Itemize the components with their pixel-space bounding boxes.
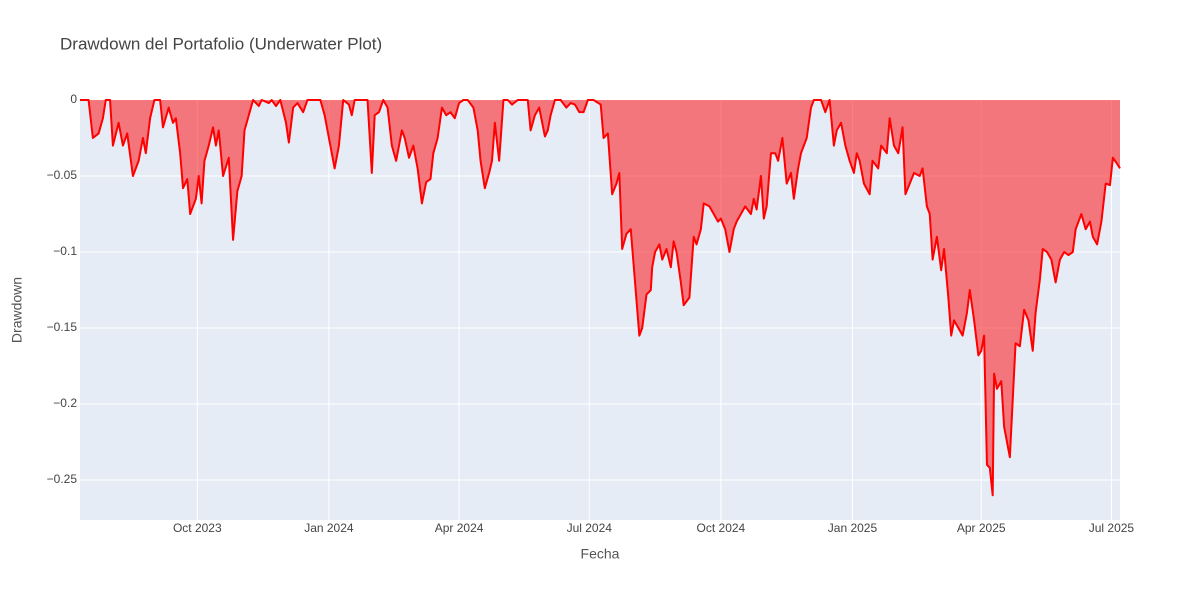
y-tick-label: −0.25 [47,472,78,486]
y-axis-title: Drawdown [9,277,25,343]
area-fill [80,100,1120,496]
y-tick-label: −0.2 [53,396,77,410]
x-tick-label: Apr 2024 [435,521,484,535]
x-tick-label: Jul 2025 [1089,521,1135,535]
x-tick-label: Jul 2024 [567,521,613,535]
x-tick-label: Oct 2024 [697,521,746,535]
y-tick-label: −0.1 [53,244,77,258]
x-tick-label: Oct 2023 [173,521,222,535]
x-tick-label: Jan 2025 [828,521,878,535]
y-tick-label: 0 [70,92,77,106]
chart-title: Drawdown del Portafolio (Underwater Plot… [60,34,382,53]
x-axis-title: Fecha [581,546,620,562]
x-tick-label: Jan 2024 [304,521,354,535]
y-tick-label: −0.05 [47,168,78,182]
y-tick-label: −0.15 [47,320,78,334]
x-tick-label: Apr 2025 [957,521,1006,535]
drawdown-line [80,99,1121,497]
